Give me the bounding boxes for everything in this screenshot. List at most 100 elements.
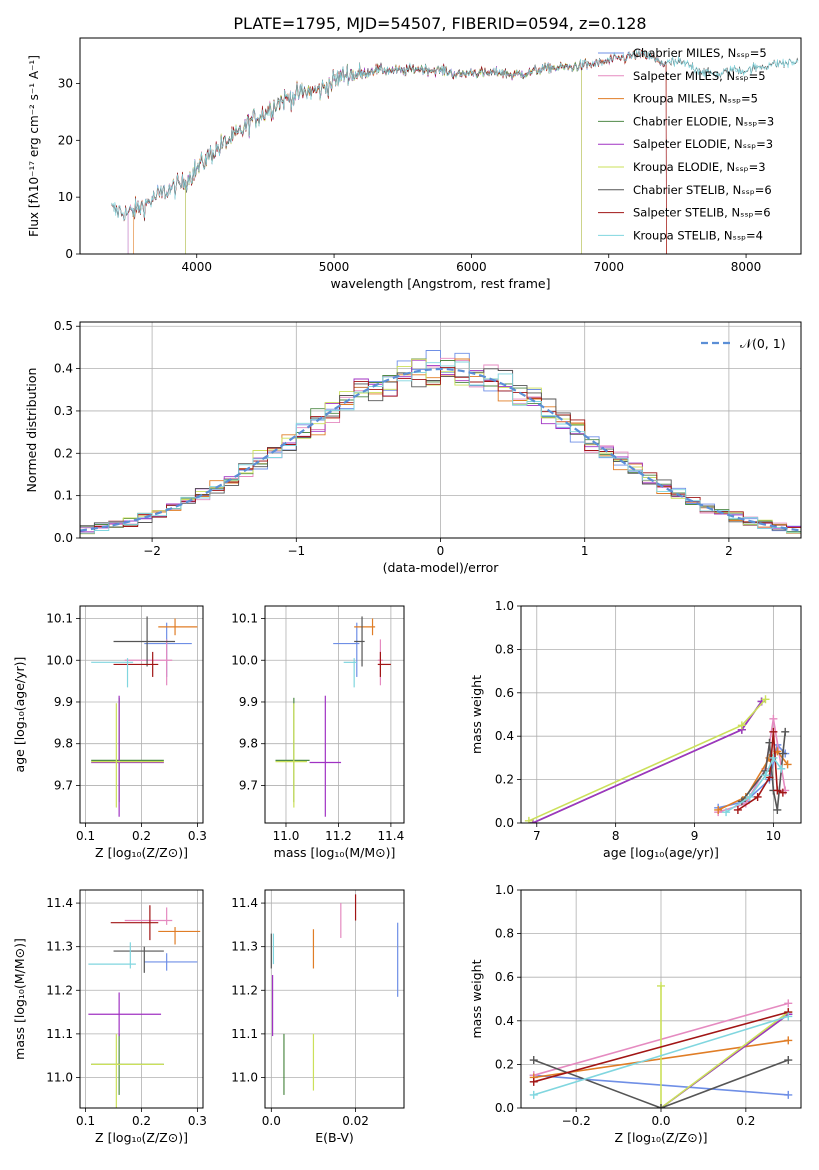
weight_vs_age-frame xyxy=(520,605,802,824)
weight_vs_Z-series-marker xyxy=(529,1056,538,1065)
age_vs_mass-point xyxy=(343,658,357,688)
figure-title: PLATE=1795, MJD=54507, FIBERID=0594, z=0… xyxy=(233,14,646,33)
mass_vs_Z-ylabel: mass [log₁₀(M/M⊙)] xyxy=(12,938,27,1060)
spectrum-legend-label: Salpeter MILES, Nₛₛₚ=5 xyxy=(633,69,766,83)
mass_vs_Z-xlabel: Z [log₁₀(Z/Z⊙)] xyxy=(95,1130,188,1145)
age_vs_mass-xtick-label: 11.2 xyxy=(325,829,352,843)
spectrum-legend-label: Chabrier STELIB, Nₛₛₚ=6 xyxy=(633,183,772,197)
age_vs_Z-point xyxy=(91,658,134,688)
mass_vs_Z-xtick-label: 0.2 xyxy=(132,1114,151,1128)
spectrum-legend: Chabrier MILES, Nₛₛₚ=5 Salpeter MILES, Nₛ… xyxy=(598,46,774,242)
age_vs_mass-ytick-label: 10.0 xyxy=(231,653,258,667)
weight_vs_age-series-marker xyxy=(722,808,731,817)
weight_vs_age-xtick-label: 9 xyxy=(691,829,699,843)
weight_vs_Z-xtick-label: −0.2 xyxy=(562,1114,591,1128)
spectrum-legend-label: Salpeter ELODIE, Nₛₛₚ=3 xyxy=(633,137,773,151)
mass_vs_ebv-xlabel: E(B-V) xyxy=(315,1130,354,1145)
weight_vs_Z-panel: −0.2 0.0 0.2 0.0 0.2 0.4 0.6 0.8 1.0 Z [log₁₀(Z/Z… xyxy=(469,883,802,1145)
weight_vs_age-ytick-label: 0.8 xyxy=(495,642,514,656)
age_vs_Z-point xyxy=(124,639,173,686)
weight_vs_age-series-marker xyxy=(778,788,787,797)
mass_vs_ebv-ytick-label: 11.2 xyxy=(231,983,258,997)
weight_vs_Z-ytick-label: 0.0 xyxy=(495,1101,514,1115)
weight_vs_age-ytick-label: 1.0 xyxy=(495,599,514,613)
spectrum-xtick-label: 5000 xyxy=(319,260,350,274)
age_vs_mass-content xyxy=(275,616,391,817)
age_vs_mass-point xyxy=(275,703,307,808)
age_vs_mass-ytick-label: 10.1 xyxy=(231,612,258,626)
mass_vs_Z-ytick-label: 11.3 xyxy=(46,940,73,954)
residuals-xtick-label: 2 xyxy=(725,544,733,558)
age_vs_Z-point xyxy=(113,616,176,667)
spectrum-ytick-label: 10 xyxy=(58,190,73,204)
spectrum-ylabel: Flux [fλ10⁻¹⁷ erg cm⁻² s⁻¹ A⁻¹] xyxy=(27,55,41,237)
weight_vs_age-ytick-label: 0.4 xyxy=(495,729,514,743)
mass_vs_Z-content xyxy=(88,905,201,1108)
weight_vs_Z-series-line xyxy=(533,1015,789,1096)
residuals-frame xyxy=(79,321,802,539)
weight_vs_age-content xyxy=(524,695,792,823)
age_vs_Z-frame xyxy=(79,605,204,824)
age_vs_Z-ytick-label: 10.0 xyxy=(46,653,73,667)
spectrum-frame xyxy=(79,37,802,255)
mass_vs_ebv-ytick-label: 11.3 xyxy=(231,940,258,954)
weight_vs_age-ytick-label: 0.0 xyxy=(495,816,514,830)
mass_vs_ebv-ytick-label: 11.0 xyxy=(231,1070,258,1084)
mass_vs_ebv-xtick-label: 0.02 xyxy=(342,1114,369,1128)
age_vs_mass-point xyxy=(333,622,360,677)
mass_vs_Z-point xyxy=(88,992,162,1037)
residuals-ytick-label: 0.3 xyxy=(54,404,73,418)
spectrum-xtick-label: 6000 xyxy=(456,260,487,274)
spectrum-legend-label: Chabrier MILES, Nₛₛₚ=5 xyxy=(633,46,767,60)
weight_vs_Z-series-marker xyxy=(784,1090,793,1099)
age_vs_Z-point xyxy=(91,695,164,817)
age_vs_mass-point xyxy=(309,695,342,817)
age_vs_Z-ytick-label: 10.1 xyxy=(46,612,73,626)
weight_vs_age-xtick-label: 10 xyxy=(766,829,781,843)
weight_vs_age-ytick-label: 0.6 xyxy=(495,686,514,700)
spectrum-legend-label: Salpeter STELIB, Nₛₛₚ=6 xyxy=(633,206,771,220)
residuals-xtick-label: −1 xyxy=(287,544,305,558)
residuals-ytick-label: 0.1 xyxy=(54,489,73,503)
mass_vs_Z-point xyxy=(91,1033,164,1108)
spectrum-ytick-label: 20 xyxy=(58,133,73,147)
age_vs_Z-point xyxy=(158,618,198,636)
age_vs_mass-point xyxy=(377,651,391,677)
residuals-legend: 𝒩(0, 1) xyxy=(701,336,786,351)
spectrum-xtick-label: 8000 xyxy=(731,260,762,274)
weight_vs_Z-series-line xyxy=(660,985,789,1108)
mass_vs_ebv-content xyxy=(270,894,399,1095)
weight_vs_Z-ytick-label: 0.2 xyxy=(495,1057,514,1071)
residuals-xtick-label: 1 xyxy=(581,544,589,558)
weight_vs_age-series-marker xyxy=(783,760,792,769)
residuals-ytick-label: 0.2 xyxy=(54,446,73,460)
spectrum-xtick-label: 7000 xyxy=(593,260,624,274)
mass_vs_Z-ytick-label: 11.2 xyxy=(46,983,73,997)
weight_vs_Z-ytick-label: 0.4 xyxy=(495,1014,514,1028)
residuals-xlabel: (data-model)/error xyxy=(383,560,500,575)
residuals-ytick-label: 0.0 xyxy=(54,531,73,545)
age_vs_Z-panel: 0.1 0.2 0.3 9.7 9.8 9.9 10.0 10.1 Z [log₁₀(Z/Z⊙)… xyxy=(12,605,207,860)
weight_vs_age-series-marker xyxy=(773,805,782,814)
spectrum-legend-label: Chabrier ELODIE, Nₛₛₚ=3 xyxy=(633,114,774,128)
spectrum-panel: 4000 5000 6000 7000 8000 0 10 20 30 wavelength [A… xyxy=(27,37,802,291)
residuals-ytick-label: 0.4 xyxy=(54,362,73,376)
weight_vs_Z-series-marker xyxy=(529,1090,538,1099)
age_vs_mass-point xyxy=(354,616,365,667)
weight_vs_Z-content xyxy=(529,981,793,1108)
weight_vs_age-series-marker xyxy=(778,749,787,758)
mass_vs_Z-frame xyxy=(79,889,204,1109)
weight_vs_Z-xlabel: Z [log₁₀(Z/Z⊙)] xyxy=(615,1130,708,1145)
weight_vs_Z-ytick-label: 0.6 xyxy=(495,970,514,984)
weight_vs_age-series-marker xyxy=(777,764,786,773)
residuals-ytick-label: 0.5 xyxy=(54,319,73,333)
age_vs_mass-ytick-label: 9.8 xyxy=(239,737,258,751)
age_vs_Z-point xyxy=(91,703,164,808)
mass_vs_Z-point xyxy=(124,907,173,925)
mass_vs_Z-ytick-label: 11.1 xyxy=(46,1027,73,1041)
weight_vs_age-series-marker xyxy=(733,805,742,814)
residuals-xtick-label: 0 xyxy=(437,544,445,558)
weight_vs_Z-frame xyxy=(520,889,802,1109)
